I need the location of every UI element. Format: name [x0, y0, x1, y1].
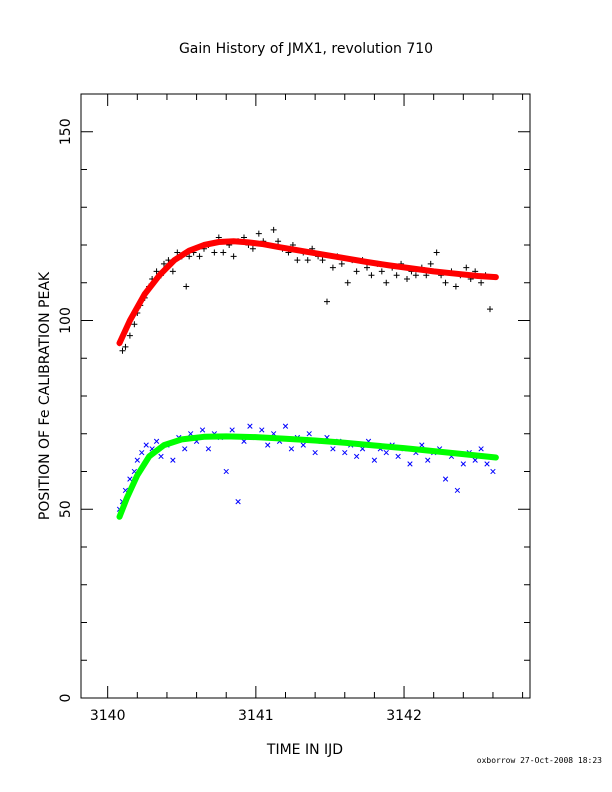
data-point [383, 279, 390, 286]
data-point [174, 249, 181, 256]
series-layer [116, 226, 499, 520]
data-point [158, 453, 164, 460]
data-point [223, 468, 229, 475]
data-point [170, 457, 176, 463]
fit-curve [116, 433, 499, 520]
y-tick-label: 100 [58, 307, 74, 334]
data-point [265, 442, 271, 448]
data-point [306, 431, 312, 437]
data-point [419, 442, 425, 448]
y-tick-label: 50 [58, 500, 74, 518]
data-point [199, 427, 206, 433]
data-point [235, 499, 241, 505]
data-point [249, 245, 256, 252]
data-point [160, 260, 167, 267]
data-point [196, 253, 203, 260]
x-tick-label: 3142 [386, 708, 422, 724]
data-point [472, 457, 478, 463]
data-point [229, 427, 235, 433]
data-point [169, 268, 176, 275]
data-point [342, 449, 348, 456]
data-point [282, 423, 289, 429]
data-point [153, 268, 160, 275]
data-point [490, 468, 496, 475]
data-point [460, 461, 466, 467]
series-3 [116, 433, 499, 520]
data-point [300, 442, 306, 448]
x-tick-label: 3141 [238, 708, 274, 724]
data-point [270, 226, 277, 233]
data-point [344, 279, 351, 286]
x-axis-label: TIME IN IJD [266, 742, 343, 758]
x-tick-label: 3140 [90, 708, 126, 724]
data-point [139, 449, 145, 456]
data-point [412, 272, 419, 279]
data-point [143, 442, 149, 448]
data-point [122, 343, 129, 350]
axis-tick-labels: 0 50 100 150 3140 3141 3142 [58, 118, 422, 724]
data-point [312, 449, 318, 456]
data-point [433, 249, 440, 256]
data-point [368, 272, 375, 279]
data-point [119, 347, 126, 354]
data-point [230, 253, 237, 260]
data-point [463, 264, 470, 271]
data-point [127, 476, 133, 482]
data-point [329, 264, 336, 271]
data-point [211, 249, 218, 256]
chart-title: Gain History of JMX1, revolution 710 [179, 41, 433, 57]
data-point [395, 453, 401, 460]
data-point [294, 257, 301, 264]
data-point [353, 268, 360, 275]
data-point [425, 457, 431, 463]
y-tick-label: 150 [58, 118, 74, 145]
data-point [182, 446, 188, 452]
data-point [220, 249, 227, 256]
data-point [378, 268, 385, 275]
plot-frame [80, 93, 531, 699]
data-point [205, 446, 212, 452]
data-point [383, 449, 389, 456]
data-point [255, 230, 262, 237]
data-point [338, 260, 345, 267]
fit-curve [116, 238, 499, 347]
data-point [407, 461, 413, 467]
data-point [442, 279, 449, 286]
data-point [363, 264, 370, 271]
data-point [330, 446, 336, 452]
data-point [404, 275, 411, 282]
data-point [478, 279, 485, 286]
data-point [183, 283, 190, 290]
data-point [247, 423, 253, 429]
data-point [454, 487, 461, 494]
data-point [484, 461, 490, 467]
data-point [186, 253, 193, 260]
footer-credit: oxborrow 27-Oct-2008 18:23 [476, 756, 602, 765]
series-0 [116, 226, 493, 354]
data-point [304, 257, 311, 264]
data-point [452, 283, 459, 290]
data-point [393, 272, 400, 279]
data-point [353, 453, 360, 460]
data-point [442, 476, 449, 482]
series-2 [116, 238, 499, 347]
data-point [319, 257, 326, 264]
data-point [134, 457, 140, 463]
data-point [288, 446, 295, 452]
data-point [486, 306, 493, 313]
data-point [323, 298, 330, 305]
data-point [371, 457, 378, 463]
data-point [131, 321, 138, 328]
data-point [259, 427, 265, 433]
data-point [126, 332, 133, 339]
data-point [478, 446, 484, 452]
data-point [275, 238, 282, 245]
axis-ticks [81, 93, 530, 699]
data-point [427, 260, 434, 267]
y-tick-label: 0 [58, 694, 74, 703]
data-point [153, 438, 160, 444]
y-axis-label: POSITION OF Fe CALIBRATION PEAK [37, 271, 53, 520]
